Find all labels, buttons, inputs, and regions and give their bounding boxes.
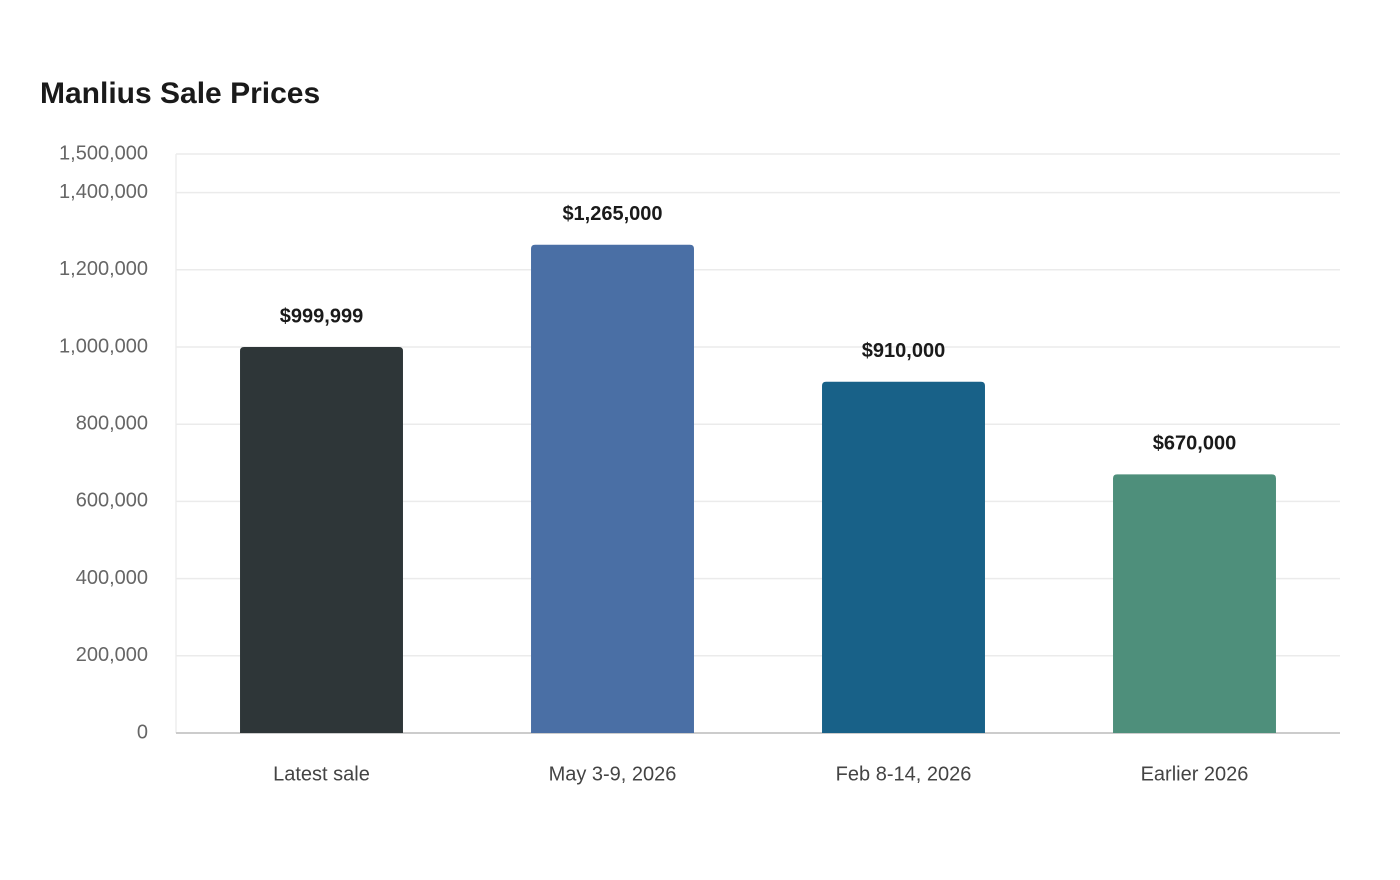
y-tick-label: 800,000 (76, 412, 148, 434)
value-label: $910,000 (862, 340, 945, 362)
bar (531, 244, 694, 733)
y-tick-label: 1,000,000 (59, 335, 148, 357)
y-tick-label: 1,500,000 (59, 142, 148, 164)
x-tick-label: Feb 8-14, 2026 (836, 763, 972, 785)
y-tick-label: 1,400,000 (59, 181, 148, 203)
y-tick-label: 1,200,000 (59, 258, 148, 280)
bar (1113, 474, 1276, 733)
y-tick-label: 0 (137, 721, 148, 743)
bar (240, 347, 403, 733)
x-tick-label: Earlier 2026 (1141, 763, 1249, 785)
y-tick-label: 400,000 (76, 567, 148, 589)
y-tick-label: 600,000 (76, 490, 148, 512)
value-label: $999,999 (280, 305, 363, 327)
x-tick-label: May 3-9, 2026 (549, 763, 677, 785)
y-tick-label: 200,000 (76, 644, 148, 666)
value-label: $1,265,000 (562, 203, 662, 225)
value-label: $670,000 (1153, 433, 1236, 455)
chart-title: Manlius Sale Prices (40, 77, 320, 110)
x-tick-label: Latest sale (273, 763, 370, 785)
bar (822, 381, 985, 733)
